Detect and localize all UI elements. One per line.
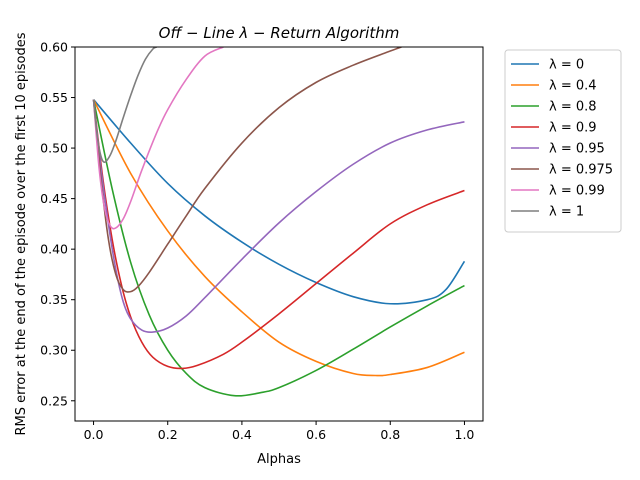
y-tick-label: 0.60 [40, 40, 68, 55]
legend-label-1: λ = 0.4 [549, 79, 597, 94]
legend-label-0: λ = 0 [549, 58, 584, 73]
plot-frame [74, 46, 484, 422]
y-tick-label: 0.50 [40, 141, 68, 156]
series-line-5 [92, 47, 402, 293]
legend-label-4: λ = 0.95 [549, 142, 605, 157]
series-line-0 [92, 99, 466, 305]
legend-label-2: λ = 0.8 [549, 100, 597, 115]
y-tick-label: 0.30 [40, 343, 68, 358]
x-tick-label: 0.2 [158, 427, 178, 442]
x-tick-label: 0.4 [232, 427, 252, 442]
legend-label-6: λ = 0.99 [549, 184, 605, 199]
x-axis-ticks: 0.0 0.2 0.4 0.6 0.8 1.0 [84, 421, 475, 442]
legend: λ = 0 λ = 0.4 λ = 0.8 λ = 0.9 λ = 0.95 λ = 0.… [504, 49, 622, 233]
series-line-3 [92, 99, 465, 370]
legend-label-3: λ = 0.9 [549, 121, 597, 136]
y-tick-label: 0.40 [40, 242, 68, 257]
legend-label-5: λ = 0.975 [549, 163, 613, 178]
x-tick-label: 0.0 [84, 427, 104, 442]
x-tick-label: 0.8 [380, 427, 400, 442]
series-line-4 [92, 99, 465, 333]
series-lines [92, 47, 466, 397]
legend-label-7: λ = 1 [549, 205, 584, 220]
series-line-6 [92, 47, 224, 230]
y-tick-label: 0.55 [40, 90, 68, 105]
y-tick-label: 0.45 [40, 191, 68, 206]
series-line-7 [92, 47, 157, 164]
x-axis-label: Alphas [257, 452, 301, 467]
series-line-1 [92, 99, 465, 377]
chart-title: Off − Line λ − Return Algorithm [159, 24, 400, 42]
y-axis-label: RMS error at the end of the episode over… [14, 32, 29, 435]
y-tick-label: 0.35 [40, 292, 68, 307]
x-tick-label: 1.0 [455, 427, 475, 442]
x-tick-label: 0.6 [306, 427, 326, 442]
series-line-2 [92, 99, 465, 397]
legend-frame [504, 49, 622, 233]
y-axis-ticks: 0.25 0.30 0.35 0.40 0.45 0.50 0.55 0.60 [40, 40, 75, 408]
y-tick-label: 0.25 [40, 393, 68, 408]
